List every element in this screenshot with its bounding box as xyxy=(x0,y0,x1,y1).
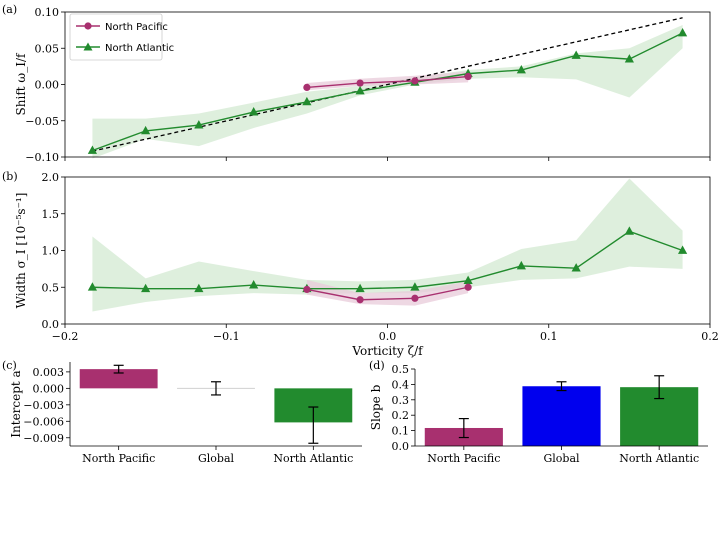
panel-label-d: (d) xyxy=(369,359,385,372)
x-tick-label: 0.1 xyxy=(540,330,558,343)
north-atlantic-point xyxy=(571,50,581,59)
north-atlantic-point xyxy=(624,226,634,235)
y-axis-label: Intercept a xyxy=(9,370,23,437)
north-atlantic-point xyxy=(141,283,151,293)
y-tick-label: 0.0 xyxy=(392,440,410,453)
y-tick-label: 0.3 xyxy=(392,394,410,407)
north-pacific-point xyxy=(464,283,472,291)
panel-label-a: (a) xyxy=(2,3,17,16)
north-pacific-point xyxy=(356,79,364,87)
y-axis-label: Shift ω_I/f xyxy=(14,52,28,115)
y-tick-label: 0.5 xyxy=(42,281,60,294)
y-tick-label: 1.5 xyxy=(42,208,60,221)
y-axis-label: Width σ_I [10⁻⁵s⁻¹] xyxy=(14,193,28,309)
x-tick-label: 0.0 xyxy=(379,330,397,343)
north-atlantic-point xyxy=(516,65,526,74)
y-tick-label: 0.05 xyxy=(35,42,60,55)
x-tick-label: −0.1 xyxy=(213,330,240,343)
reference-line xyxy=(92,17,683,152)
north-atlantic-point xyxy=(302,96,312,106)
north-atlantic-point xyxy=(355,86,365,95)
legend-marker-north-pacific xyxy=(84,22,92,30)
north-pacific-point xyxy=(411,294,419,302)
north-atlantic-uncertainty-band xyxy=(92,25,683,159)
y-tick-label: −0.10 xyxy=(25,151,59,164)
north-atlantic-point xyxy=(87,282,98,291)
legend-marker-north-atlantic xyxy=(83,42,93,51)
y-tick-label: 0.5 xyxy=(392,363,410,376)
north-atlantic-point xyxy=(463,275,473,285)
north-atlantic-point xyxy=(194,283,204,293)
y-tick-label: 0.000 xyxy=(33,382,65,395)
north-pacific-series-line xyxy=(306,75,469,89)
north-atlantic-point xyxy=(87,145,98,154)
north-atlantic-point xyxy=(571,263,581,272)
north-atlantic-point xyxy=(410,282,420,291)
y-tick-label: 2.0 xyxy=(42,171,60,184)
north-atlantic-series-line xyxy=(92,32,683,152)
y-tick-label: −0.006 xyxy=(23,415,64,428)
legend-label-north-pacific: North Pacific xyxy=(105,22,168,33)
legend: North Pacific North Atlantic xyxy=(69,13,174,61)
bar xyxy=(79,369,158,389)
north-atlantic-point xyxy=(624,54,634,63)
north-atlantic-point xyxy=(516,260,526,270)
y-tick-label: 1.0 xyxy=(42,245,60,258)
y-tick-label: −0.003 xyxy=(23,399,64,412)
x-tick-label: Global xyxy=(198,452,235,465)
x-axis-label: Vorticity ζ/f xyxy=(351,344,424,358)
north-atlantic-point xyxy=(194,120,204,129)
y-tick-label: −0.009 xyxy=(23,432,64,445)
panel-label-b: (b) xyxy=(2,170,18,183)
y-tick-label: 0.003 xyxy=(33,366,65,379)
north-pacific-point xyxy=(464,72,472,81)
y-tick-label: 0.00 xyxy=(35,79,60,92)
panel-c-intercept-chart: North Pacific Global North Atlantic −0.009 −… xyxy=(9,362,362,465)
north-pacific-series-line xyxy=(306,286,469,301)
x-tick-label: Global xyxy=(543,452,580,465)
north-atlantic-point xyxy=(249,107,259,116)
x-tick-label: North Pacific xyxy=(427,452,500,465)
y-tick-label: −0.05 xyxy=(25,115,59,128)
north-pacific-point xyxy=(303,285,311,294)
north-atlantic-point xyxy=(249,280,259,289)
north-pacific-point xyxy=(303,83,311,91)
north-pacific-point xyxy=(411,77,419,85)
y-tick-label: 0.10 xyxy=(35,6,60,19)
north-atlantic-point xyxy=(355,283,365,293)
panel-d-slope-chart: North Pacific Global North Atlantic 0.0 0.1 0… xyxy=(369,363,708,465)
north-pacific-uncertainty-band xyxy=(306,279,469,306)
x-tick-label: North Atlantic xyxy=(273,452,353,465)
north-atlantic-series-line xyxy=(92,230,683,290)
north-atlantic-point xyxy=(141,125,151,135)
bar xyxy=(522,386,601,446)
north-pacific-point xyxy=(356,296,364,304)
legend-label-north-atlantic: North Atlantic xyxy=(105,43,174,54)
y-axis-label: Slope b xyxy=(369,384,383,430)
north-atlantic-point xyxy=(677,245,688,254)
x-tick-label: −0.2 xyxy=(52,330,79,343)
panel-b-width-chart: 0.0 0.5 1.0 1.5 2.0 −0.2 −0.1 0.0 0.1 0.2 Vorticit… xyxy=(14,171,719,358)
y-tick-label: 0.2 xyxy=(392,409,410,422)
y-tick-label: 0.4 xyxy=(392,378,410,391)
north-pacific-uncertainty-band xyxy=(306,71,469,91)
panel-a-shift-chart: −0.10 −0.05 0.00 0.05 0.10 Shift ω_I/f xyxy=(14,6,711,164)
panel-label-c: (c) xyxy=(2,359,17,372)
x-tick-label: North Pacific xyxy=(82,452,155,465)
north-atlantic-uncertainty-band xyxy=(92,178,683,312)
x-tick-label: 0.2 xyxy=(701,330,719,343)
y-tick-label: 0.0 xyxy=(42,318,60,331)
north-atlantic-point xyxy=(677,28,688,37)
y-tick-label: 0.1 xyxy=(392,425,410,438)
x-tick-label: North Atlantic xyxy=(619,452,699,465)
